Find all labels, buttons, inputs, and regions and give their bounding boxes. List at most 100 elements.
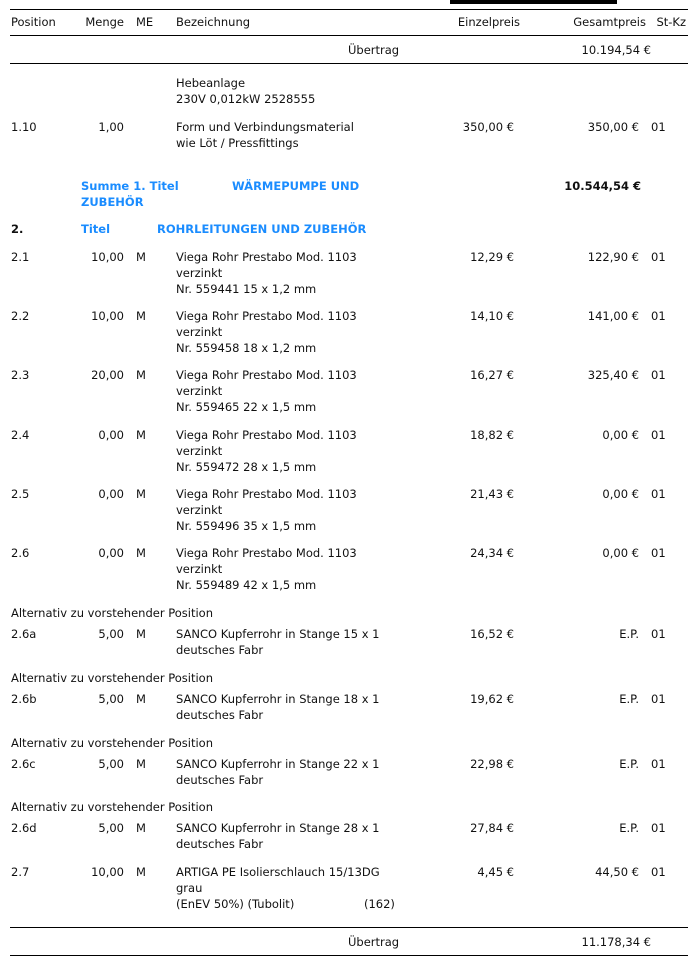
item-preamble: 230V 0,012kW 2528555 [176, 92, 316, 106]
header-bezeichnung: Bezeichnung [176, 15, 251, 29]
item-gesamtpreis: 0,00 € [602, 428, 639, 442]
item-description: Viega Rohr Prestabo Mod. 1103 [176, 368, 357, 382]
uebertrag-label: Übertrag [348, 43, 400, 57]
item-position: 2.6b [11, 692, 37, 706]
item-description: Form und Verbindungsmaterial [176, 120, 354, 134]
summe-label: Summe 1. Titel [81, 179, 179, 193]
item-description: deutsches Fabr [176, 643, 264, 657]
item-description: Nr. 559472 28 x 1,5 mm [176, 460, 317, 474]
item-gesamtpreis: 44,50 € [595, 865, 639, 879]
item-description: wie Löt / Pressfittings [176, 136, 299, 150]
item-gesamtpreis: E.P. [619, 627, 639, 641]
item-einzelpreis: 4,45 € [477, 865, 514, 879]
item-description: SANCO Kupferrohr in Stange 28 x 1 [176, 821, 380, 835]
item-me: M [136, 821, 146, 835]
item-position: 2.2 [11, 309, 30, 323]
item-description: Viega Rohr Prestabo Mod. 1103 [176, 487, 357, 501]
alternative-note: Alternativ zu vorstehender Position [11, 736, 213, 750]
item-me: M [136, 309, 146, 323]
item-description: Viega Rohr Prestabo Mod. 1103 [176, 250, 357, 264]
item-position: 2.7 [11, 865, 30, 879]
item-einzelpreis: 350,00 € [462, 120, 514, 134]
item-stkz: 01 [651, 865, 666, 879]
item-menge: 5,00 [98, 627, 124, 641]
item-position: 1.10 [11, 120, 37, 134]
summe-value: 10.544,54 € [564, 179, 641, 193]
item-description: verzinkt [176, 444, 223, 458]
alternative-note: Alternativ zu vorstehender Position [11, 800, 213, 814]
header-einzelpreis: Einzelpreis [457, 15, 520, 29]
divider [10, 35, 688, 36]
item-me: M [136, 692, 146, 706]
item-description: grau [176, 881, 203, 895]
item-menge: 0,00 [98, 428, 124, 442]
item-einzelpreis: 19,62 € [470, 692, 514, 706]
item-description: verzinkt [176, 325, 223, 339]
item-menge: 5,00 [98, 757, 124, 771]
item-einzelpreis: 14,10 € [470, 309, 514, 323]
item-description: SANCO Kupferrohr in Stange 22 x 1 [176, 757, 380, 771]
item-me: M [136, 865, 146, 879]
item-gesamtpreis: 0,00 € [602, 546, 639, 560]
item-description: verzinkt [176, 503, 223, 517]
item-einzelpreis: 24,34 € [470, 546, 514, 560]
item-description: Viega Rohr Prestabo Mod. 1103 [176, 428, 357, 442]
item-stkz: 01 [651, 309, 666, 323]
summe-title-cont: ZUBEHÖR [81, 195, 144, 209]
item-einzelpreis: 12,29 € [470, 250, 514, 264]
item-description: Nr. 559458 18 x 1,2 mm [176, 341, 317, 355]
titel-number: 2. [11, 222, 24, 236]
item-menge: 5,00 [98, 692, 124, 706]
item-menge: 10,00 [91, 309, 124, 323]
item-description: (EnEV 50%) (Tubolit) [176, 897, 295, 911]
divider [10, 927, 688, 928]
divider [10, 955, 688, 956]
item-menge: 1,00 [98, 120, 124, 134]
item-description: deutsches Fabr [176, 773, 264, 787]
item-me: M [136, 757, 146, 771]
item-description: Nr. 559496 35 x 1,5 mm [176, 519, 317, 533]
item-position: 2.6c [11, 757, 36, 771]
item-description: deutsches Fabr [176, 837, 264, 851]
alternative-note: Alternativ zu vorstehender Position [11, 606, 213, 620]
uebertrag-value: 11.178,34 € [581, 935, 652, 949]
item-me: M [136, 487, 146, 501]
item-position: 2.5 [11, 487, 30, 501]
item-description-note: (162) [364, 897, 395, 911]
item-menge: 10,00 [91, 865, 124, 879]
item-description: SANCO Kupferrohr in Stange 15 x 1 [176, 627, 380, 641]
item-gesamtpreis: 122,90 € [587, 250, 639, 264]
item-description: verzinkt [176, 266, 223, 280]
item-einzelpreis: 27,84 € [470, 821, 514, 835]
item-position: 2.6a [11, 627, 37, 641]
item-me: M [136, 250, 146, 264]
redaction-bar [450, 0, 617, 4]
item-stkz: 01 [651, 487, 666, 501]
summe-title: WÄRMEPUMPE UND [232, 179, 360, 193]
item-einzelpreis: 18,82 € [470, 428, 514, 442]
item-stkz: 01 [651, 120, 666, 134]
item-gesamtpreis: 325,40 € [587, 368, 639, 382]
item-stkz: 01 [651, 692, 666, 706]
titel-label: Titel [81, 222, 111, 236]
item-stkz: 01 [651, 250, 666, 264]
item-description: Nr. 559441 15 x 1,2 mm [176, 282, 317, 296]
item-description: ARTIGA PE Isolierschlauch 15/13DG [176, 865, 380, 879]
uebertrag-value: 10.194,54 € [581, 43, 652, 57]
header-menge: Menge [85, 15, 124, 29]
item-menge: 0,00 [98, 487, 124, 501]
item-gesamtpreis: E.P. [619, 757, 639, 771]
item-gesamtpreis: 0,00 € [602, 487, 639, 501]
item-preamble: Hebeanlage [176, 76, 246, 90]
item-menge: 5,00 [98, 821, 124, 835]
alternative-note: Alternativ zu vorstehender Position [11, 671, 213, 685]
item-einzelpreis: 21,43 € [470, 487, 514, 501]
item-description: Viega Rohr Prestabo Mod. 1103 [176, 309, 357, 323]
item-stkz: 01 [651, 757, 666, 771]
item-position: 2.3 [11, 368, 30, 382]
item-gesamtpreis: E.P. [619, 692, 639, 706]
header-position: Position [11, 15, 56, 29]
item-position: 2.4 [11, 428, 30, 442]
item-menge: 20,00 [91, 368, 124, 382]
header-gesamtpreis: Gesamtpreis [573, 15, 646, 29]
